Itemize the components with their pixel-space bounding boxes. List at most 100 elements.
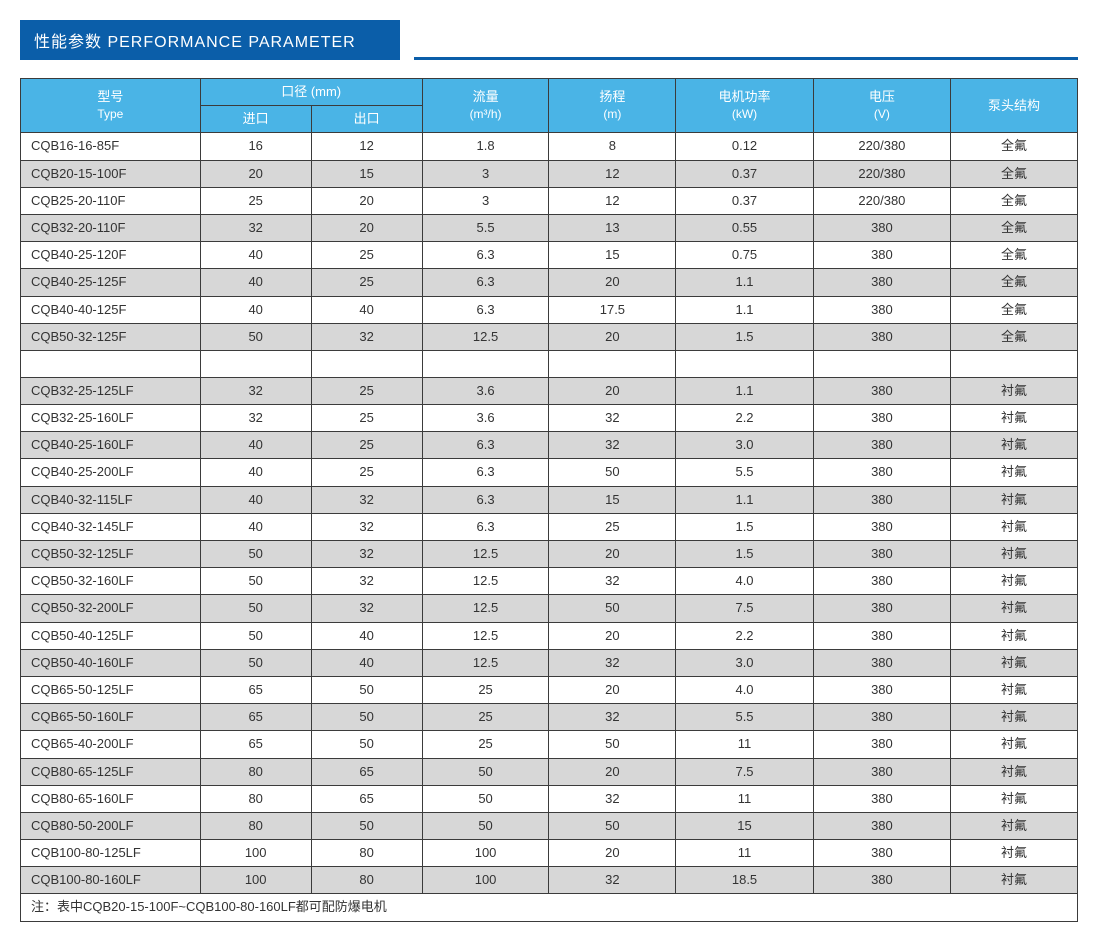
header-rule <box>414 20 1078 60</box>
cell-head: 20 <box>549 758 676 785</box>
cell-voltage: 380 <box>813 840 950 867</box>
table-row: CQB65-50-125LF655025204.0380衬氟 <box>21 676 1078 703</box>
cell-flow: 6.3 <box>422 269 549 296</box>
cell-inlet: 65 <box>200 704 311 731</box>
cell-voltage: 380 <box>813 785 950 812</box>
spacer-cell <box>951 350 1078 377</box>
cell-type: CQB50-32-125LF <box>21 541 201 568</box>
col-head: 扬程(m) <box>549 79 676 133</box>
cell-flow: 6.3 <box>422 296 549 323</box>
cell-power: 1.5 <box>676 513 813 540</box>
cell-inlet: 20 <box>200 160 311 187</box>
cell-type: CQB40-32-115LF <box>21 486 201 513</box>
cell-type: CQB16-16-85F <box>21 133 201 160</box>
cell-structure: 衬氟 <box>951 377 1078 404</box>
cell-outlet: 25 <box>311 459 422 486</box>
cell-voltage: 380 <box>813 377 950 404</box>
cell-head: 12 <box>549 160 676 187</box>
table-row: CQB50-32-160LF503212.5324.0380衬氟 <box>21 568 1078 595</box>
table-row: CQB80-65-125LF806550207.5380衬氟 <box>21 758 1078 785</box>
col-voltage: 电压(V) <box>813 79 950 133</box>
spacer-cell <box>813 350 950 377</box>
col-outlet: 出口 <box>311 106 422 133</box>
cell-voltage: 380 <box>813 649 950 676</box>
cell-flow: 25 <box>422 704 549 731</box>
table-row: CQB50-40-125LF504012.5202.2380衬氟 <box>21 622 1078 649</box>
cell-structure: 衬氟 <box>951 486 1078 513</box>
cell-voltage: 380 <box>813 812 950 839</box>
spacer-cell <box>21 350 201 377</box>
cell-type: CQB80-65-160LF <box>21 785 201 812</box>
col-type: 型号Type <box>21 79 201 133</box>
cell-type: CQB40-25-200LF <box>21 459 201 486</box>
cell-outlet: 65 <box>311 758 422 785</box>
cell-type: CQB65-50-160LF <box>21 704 201 731</box>
table-row: CQB65-40-200LF6550255011380衬氟 <box>21 731 1078 758</box>
cell-structure: 衬氟 <box>951 568 1078 595</box>
col-inlet: 进口 <box>200 106 311 133</box>
cell-flow: 3.6 <box>422 377 549 404</box>
cell-type: CQB32-25-125LF <box>21 377 201 404</box>
cell-type: CQB40-32-145LF <box>21 513 201 540</box>
cell-structure: 衬氟 <box>951 649 1078 676</box>
cell-outlet: 25 <box>311 242 422 269</box>
footnote-text: 注：表中CQB20-15-100F~CQB100-80-160LF都可配防爆电机 <box>21 894 1078 921</box>
cell-power: 0.75 <box>676 242 813 269</box>
cell-structure: 衬氟 <box>951 840 1078 867</box>
cell-power: 0.55 <box>676 214 813 241</box>
cell-voltage: 380 <box>813 595 950 622</box>
cell-outlet: 25 <box>311 377 422 404</box>
cell-head: 50 <box>549 731 676 758</box>
cell-structure: 衬氟 <box>951 785 1078 812</box>
cell-power: 4.0 <box>676 568 813 595</box>
cell-inlet: 40 <box>200 269 311 296</box>
cell-outlet: 32 <box>311 595 422 622</box>
col-power: 电机功率(kW) <box>676 79 813 133</box>
cell-type: CQB80-50-200LF <box>21 812 201 839</box>
cell-voltage: 380 <box>813 867 950 894</box>
cell-power: 3.0 <box>676 649 813 676</box>
cell-structure: 衬氟 <box>951 405 1078 432</box>
cell-flow: 12.5 <box>422 649 549 676</box>
cell-head: 20 <box>549 840 676 867</box>
cell-flow: 3 <box>422 160 549 187</box>
cell-type: CQB32-20-110F <box>21 214 201 241</box>
cell-head: 15 <box>549 242 676 269</box>
table-header: 型号Type 口径 (mm) 流量(m³/h) 扬程(m) 电机功率(kW) 电… <box>21 79 1078 133</box>
cell-head: 50 <box>549 812 676 839</box>
cell-power: 1.1 <box>676 296 813 323</box>
table-row: CQB16-16-85F16121.880.12220/380全氟 <box>21 133 1078 160</box>
cell-type: CQB100-80-160LF <box>21 867 201 894</box>
cell-power: 11 <box>676 731 813 758</box>
cell-flow: 12.5 <box>422 595 549 622</box>
cell-type: CQB40-25-125F <box>21 269 201 296</box>
cell-structure: 衬氟 <box>951 432 1078 459</box>
cell-power: 2.2 <box>676 405 813 432</box>
cell-head: 20 <box>549 323 676 350</box>
cell-structure: 全氟 <box>951 296 1078 323</box>
cell-structure: 衬氟 <box>951 867 1078 894</box>
cell-inlet: 40 <box>200 296 311 323</box>
section-header: 性能参数 PERFORMANCE PARAMETER <box>20 20 1078 60</box>
col-diameter: 口径 (mm) <box>200 79 422 106</box>
cell-flow: 3 <box>422 187 549 214</box>
table-row: CQB25-20-110F25203120.37220/380全氟 <box>21 187 1078 214</box>
cell-type: CQB25-20-110F <box>21 187 201 214</box>
cell-type: CQB100-80-125LF <box>21 840 201 867</box>
cell-power: 5.5 <box>676 704 813 731</box>
cell-outlet: 40 <box>311 622 422 649</box>
table-row <box>21 350 1078 377</box>
cell-type: CQB32-25-160LF <box>21 405 201 432</box>
cell-structure: 衬氟 <box>951 595 1078 622</box>
cell-voltage: 380 <box>813 731 950 758</box>
section-title: 性能参数 PERFORMANCE PARAMETER <box>20 20 400 60</box>
table-row: CQB32-25-125LF32253.6201.1380衬氟 <box>21 377 1078 404</box>
cell-head: 12 <box>549 187 676 214</box>
cell-power: 1.5 <box>676 323 813 350</box>
cell-power: 1.1 <box>676 486 813 513</box>
header-spacer <box>400 20 414 60</box>
cell-inlet: 16 <box>200 133 311 160</box>
cell-structure: 衬氟 <box>951 459 1078 486</box>
spacer-cell <box>549 350 676 377</box>
cell-flow: 6.3 <box>422 513 549 540</box>
